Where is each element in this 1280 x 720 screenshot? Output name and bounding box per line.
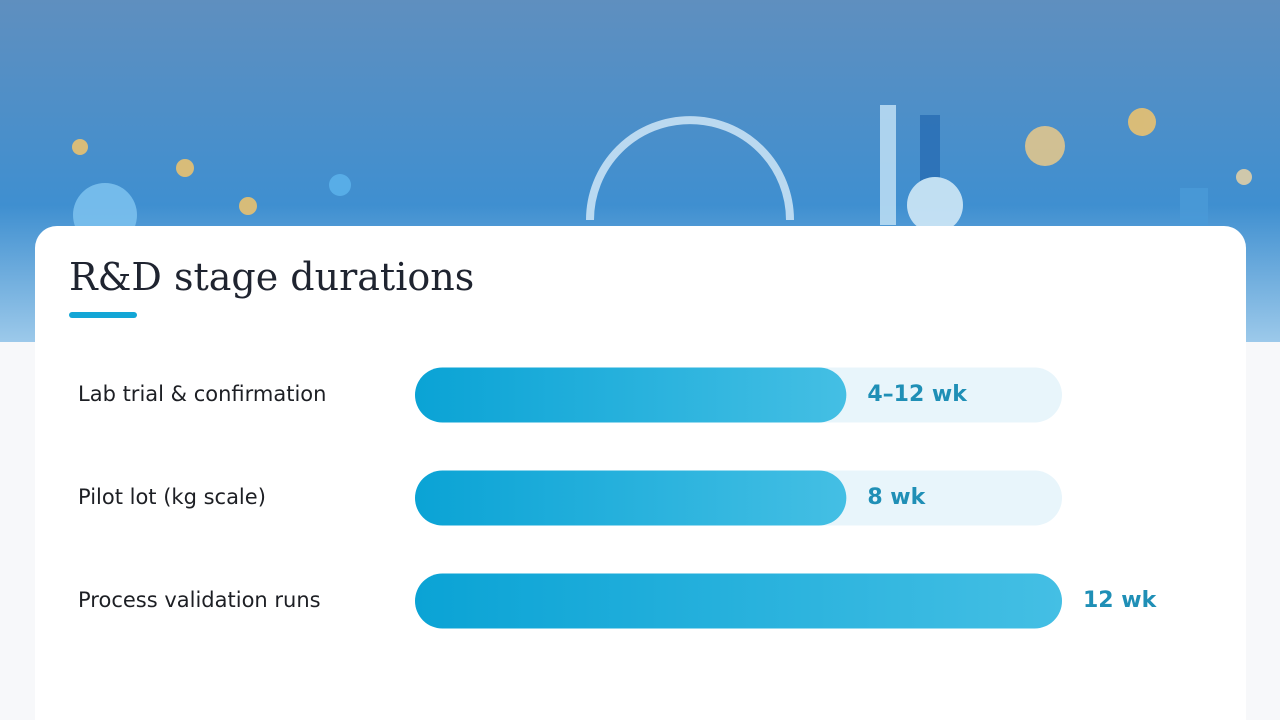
banner-decoration	[72, 105, 1252, 247]
value-label: 8 wk	[867, 485, 926, 510]
bar	[415, 367, 847, 423]
category-label: Pilot lot (kg scale)	[78, 485, 266, 509]
title-accent	[69, 312, 137, 318]
bar	[415, 573, 1062, 629]
value-label: 12 wk	[1083, 588, 1158, 613]
category-label: Lab trial & confirmation	[78, 382, 326, 406]
category-label: Process validation runs	[78, 588, 321, 612]
plot: Lab trial & confirmation 4–12 wk Pilot lot…	[78, 367, 1158, 629]
value-label: 4–12 wk	[867, 382, 968, 407]
bar	[415, 470, 847, 526]
chart-title: R&D stage durations	[69, 255, 474, 299]
